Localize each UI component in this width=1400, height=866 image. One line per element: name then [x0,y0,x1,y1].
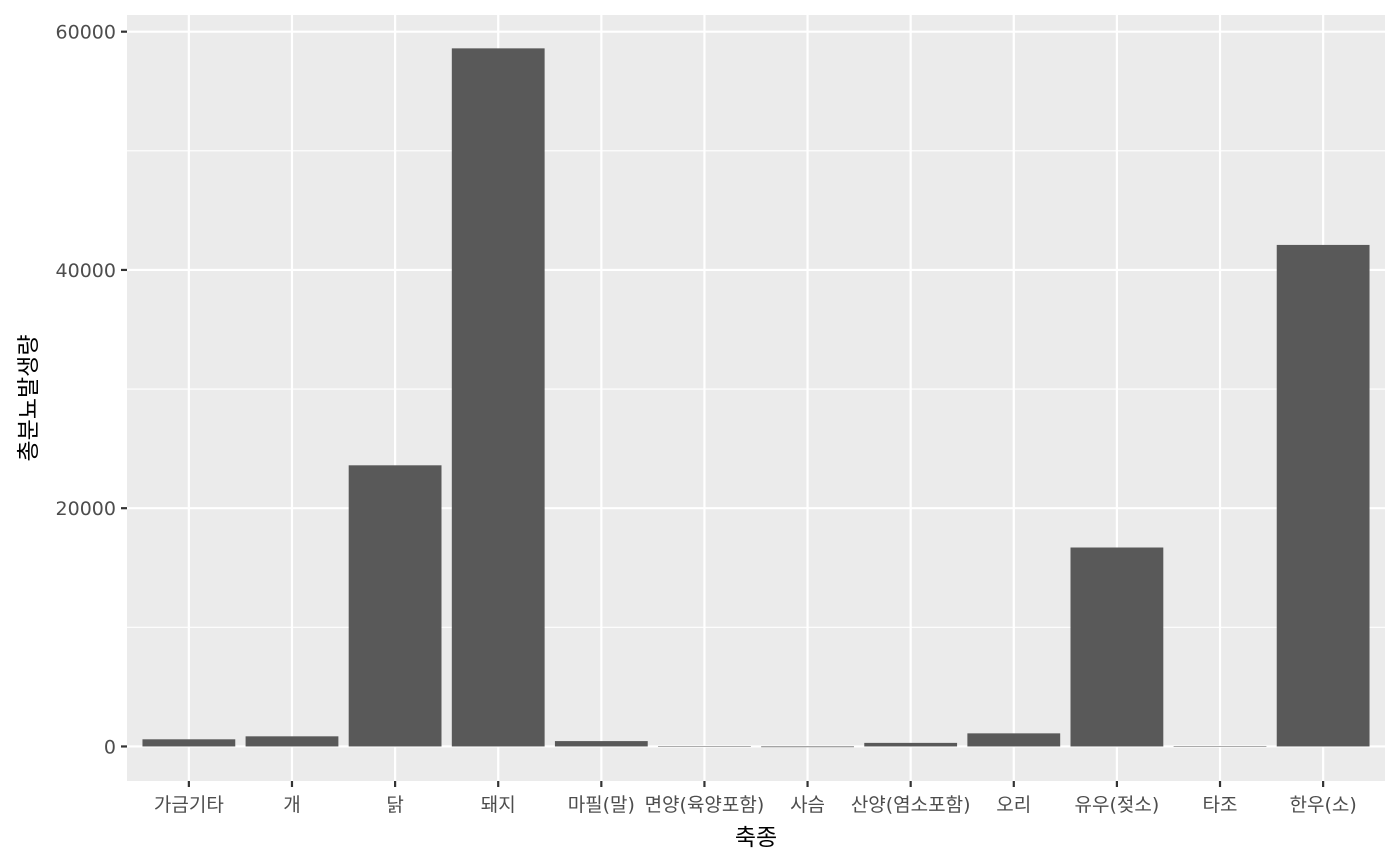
y-axis-title: 총분뇨발생량 [16,335,42,462]
bar [554,741,648,747]
x-tick-label: 한우(소) [1289,794,1356,816]
x-tick-label: 유우(젖소) [1075,794,1160,816]
y-tick-label: 60000 [56,22,116,44]
x-tick-label: 마필(말) [568,794,635,816]
bars [142,48,1370,748]
x-axis: 가금기타 개 닭 돼지 마필(말) 면양(육양포함) 사슴 산양(염소포함) 오리 유우(젖소) 타… [154,781,1357,816]
bar [1173,746,1267,747]
bar [761,746,854,748]
x-tick-label: 가금기타 [154,794,224,816]
minor-gridlines [127,150,1385,628]
bar [1276,244,1370,747]
y-tick-label: 0 [104,736,116,758]
x-tick-label: 오리 [996,794,1031,816]
bar [245,736,339,747]
bar [864,742,958,747]
bar [451,48,545,747]
x-tick-label: 면양(육양포함) [645,794,765,816]
x-tick-label: 산양(염소포함) [851,794,971,816]
x-tick-label: 개 [283,794,300,816]
x-tick-label: 타조 [1203,794,1238,816]
bar [348,465,442,747]
bar [658,746,751,747]
bar [142,739,236,747]
x-tick-label: 사슴 [790,794,825,816]
bar [967,733,1061,747]
x-tick-label: 돼지 [481,794,516,816]
bar [1070,547,1164,747]
x-tick-label: 닭 [386,794,403,816]
y-axis: 0 20000 40000 60000 [56,22,127,758]
x-axis-title: 축종 [735,825,777,851]
y-tick-label: 20000 [56,498,116,520]
y-tick-label: 40000 [56,260,116,282]
plot-panel [127,15,1385,781]
